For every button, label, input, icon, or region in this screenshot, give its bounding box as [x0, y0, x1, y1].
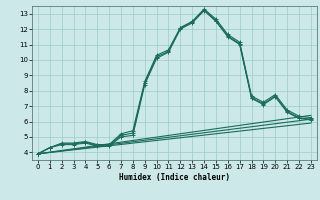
X-axis label: Humidex (Indice chaleur): Humidex (Indice chaleur) — [119, 173, 230, 182]
